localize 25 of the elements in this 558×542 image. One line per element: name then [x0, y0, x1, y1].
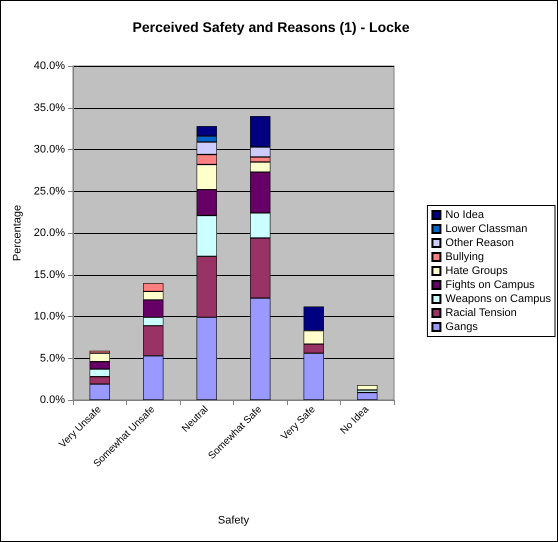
- legend-label: Hate Groups: [445, 265, 508, 277]
- legend-label: Weapons on Campus: [445, 293, 552, 305]
- y-tick-label: 25.0%: [34, 185, 66, 198]
- legend-label: Lower Classman: [445, 223, 528, 235]
- legend-label: Bullying: [445, 251, 484, 263]
- y-tick-label: 35.0%: [34, 102, 66, 114]
- y-tick-label: 5.0%: [40, 352, 66, 364]
- legend-label: No Idea: [445, 209, 485, 221]
- y-tick-label: 20.0%: [34, 227, 66, 239]
- legend-label: Fights on Campus: [445, 279, 536, 291]
- bar: [357, 384, 378, 390]
- x-tick-label: No Idea: [338, 404, 372, 437]
- y-tick-label: 10.0%: [34, 310, 66, 322]
- legend-label: Racial Tension: [445, 307, 517, 319]
- x-axis-title: Safety: [218, 514, 250, 526]
- y-tick-label: 40.0%: [34, 60, 66, 72]
- bar: [357, 392, 378, 400]
- chart-title: Perceived Safety and Reasons (1) - Locke: [132, 19, 410, 35]
- legend-label: Other Reason: [445, 237, 514, 249]
- y-tick-label: 0.0%: [40, 394, 66, 406]
- y-tick-label: 15.0%: [34, 268, 66, 281]
- x-tick-label: Very Safe: [279, 404, 318, 443]
- legend-label: Gangs: [445, 321, 478, 333]
- y-axis-title: Percentage: [11, 204, 24, 262]
- y-tick-label: 30.0%: [34, 144, 66, 156]
